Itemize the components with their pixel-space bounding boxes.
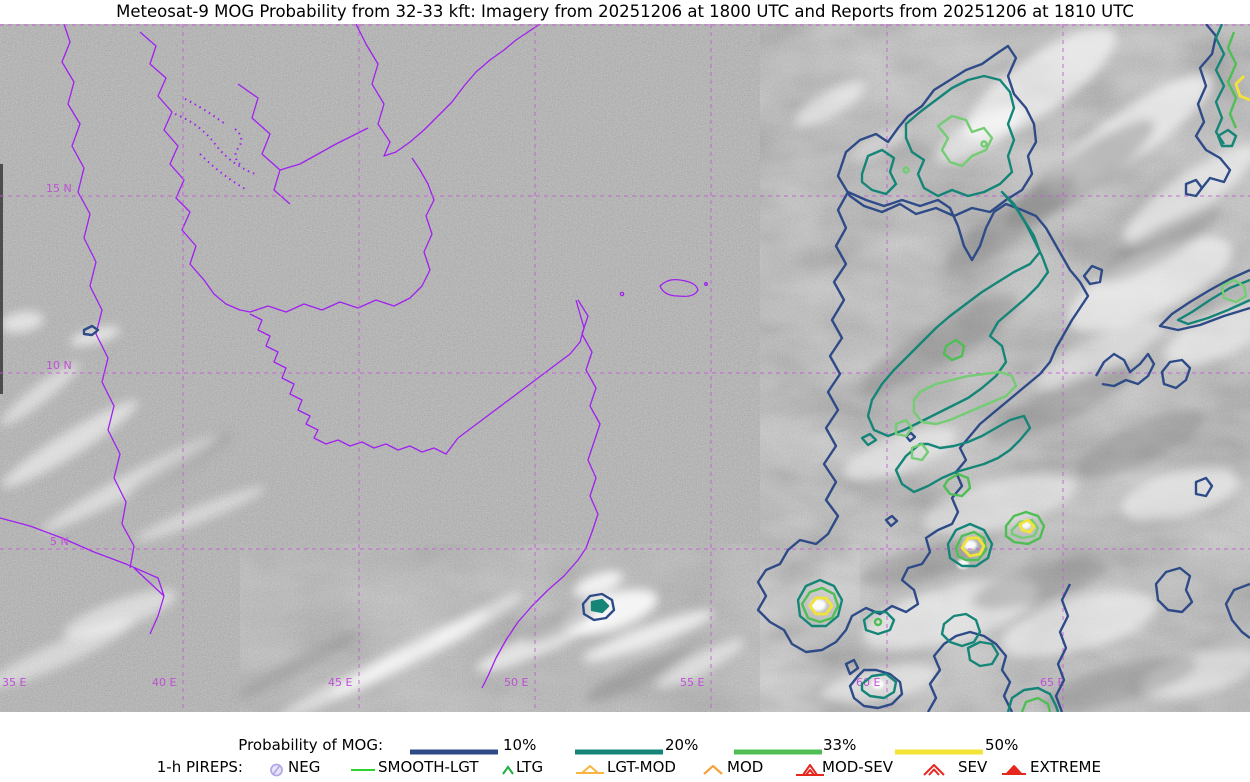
pirep-label-smooth-lgt: SMOOTH-LGT [378, 758, 479, 776]
pirep-label-ltg: LTG [516, 758, 544, 776]
mog-line-10 [408, 740, 500, 759]
mog-line-50 [893, 740, 985, 759]
mog-label-50: 50% [985, 736, 1019, 754]
border-east-bumps [249, 157, 435, 313]
lon-label-65e: 65 E [1040, 676, 1064, 689]
pirep-label-sev: SEV [958, 758, 988, 776]
country-borders [0, 23, 708, 689]
pirep-label-extreme: EXTREME [1030, 758, 1101, 776]
border-stipple-marsh [174, 98, 256, 190]
border-north-knot [139, 31, 251, 313]
border-long-diagonal [249, 313, 459, 455]
pirep-label-mod: MOD [727, 758, 764, 776]
contour-50pct [808, 75, 1250, 616]
map-svg: 15 N 10 N 5 N 35 E 40 E 45 E 50 E 55 E 6… [0, 23, 1250, 720]
lgt-mod-icon [575, 762, 605, 781]
border-island [659, 278, 699, 298]
contour-33pct-light [894, 114, 1248, 540]
contour-33pct [800, 31, 1238, 713]
border-east-vertical [481, 299, 601, 689]
pirep-label-mod-sev: MOD-SEV [822, 758, 893, 776]
lat-label-5n: 5 N [50, 535, 69, 548]
neg-icon [269, 762, 285, 781]
mog-line-33 [732, 740, 824, 759]
border-inner-1 [237, 83, 291, 205]
lon-label-55e: 55 E [680, 676, 704, 689]
title-bar: Meteosat-9 MOG Probability from 32-33 kf… [0, 0, 1250, 24]
mog-line-20 [573, 740, 665, 759]
smooth-lgt-icon [350, 762, 376, 781]
mog-legend-label: Probability of MOG: [238, 736, 383, 754]
satellite-map: 15 N 10 N 5 N 35 E 40 E 45 E 50 E 55 E 6… [0, 23, 1250, 720]
lon-label-35e: 35 E [2, 676, 26, 689]
border-coast-ne [355, 23, 541, 157]
mog-label-10: 10% [503, 736, 537, 754]
cloud-layer [0, 27, 1250, 720]
mog-label-33: 33% [823, 736, 857, 754]
lon-label-40e: 40 E [152, 676, 176, 689]
sev-icon [921, 762, 949, 781]
contour-10pct [82, 23, 1250, 713]
grid-labels: 15 N 10 N 5 N 35 E 40 E 45 E 50 E 55 E 6… [2, 182, 1064, 689]
page-title: Meteosat-9 MOG Probability from 32-33 kf… [116, 2, 1134, 21]
border-islet-2 [704, 282, 708, 286]
dark-edge-sliver [0, 164, 3, 394]
lon-label-45e: 45 E [328, 676, 352, 689]
border-southwest [0, 517, 165, 635]
lat-label-10n: 10 N [46, 359, 72, 372]
legend: Probability of MOG: 10% 20% 33% 50% 1-h … [0, 712, 1250, 782]
mod-icon [700, 762, 726, 781]
mod-sev-icon [795, 762, 825, 781]
pirep-label-neg: NEG [288, 758, 321, 776]
lon-label-50e: 50 E [504, 676, 528, 689]
lat-label-15n: 15 N [46, 182, 72, 195]
pirep-label-lgt-mod: LGT-MOD [607, 758, 676, 776]
border-ne-return [457, 299, 585, 439]
pireps-legend-label: 1-h PIREPS: [156, 758, 243, 776]
border-inner-2 [279, 127, 369, 171]
mog-label-20: 20% [665, 736, 699, 754]
border-islet-1 [619, 291, 625, 297]
extreme-icon [1001, 762, 1027, 781]
ltg-icon [500, 762, 516, 781]
border-left [61, 23, 135, 569]
